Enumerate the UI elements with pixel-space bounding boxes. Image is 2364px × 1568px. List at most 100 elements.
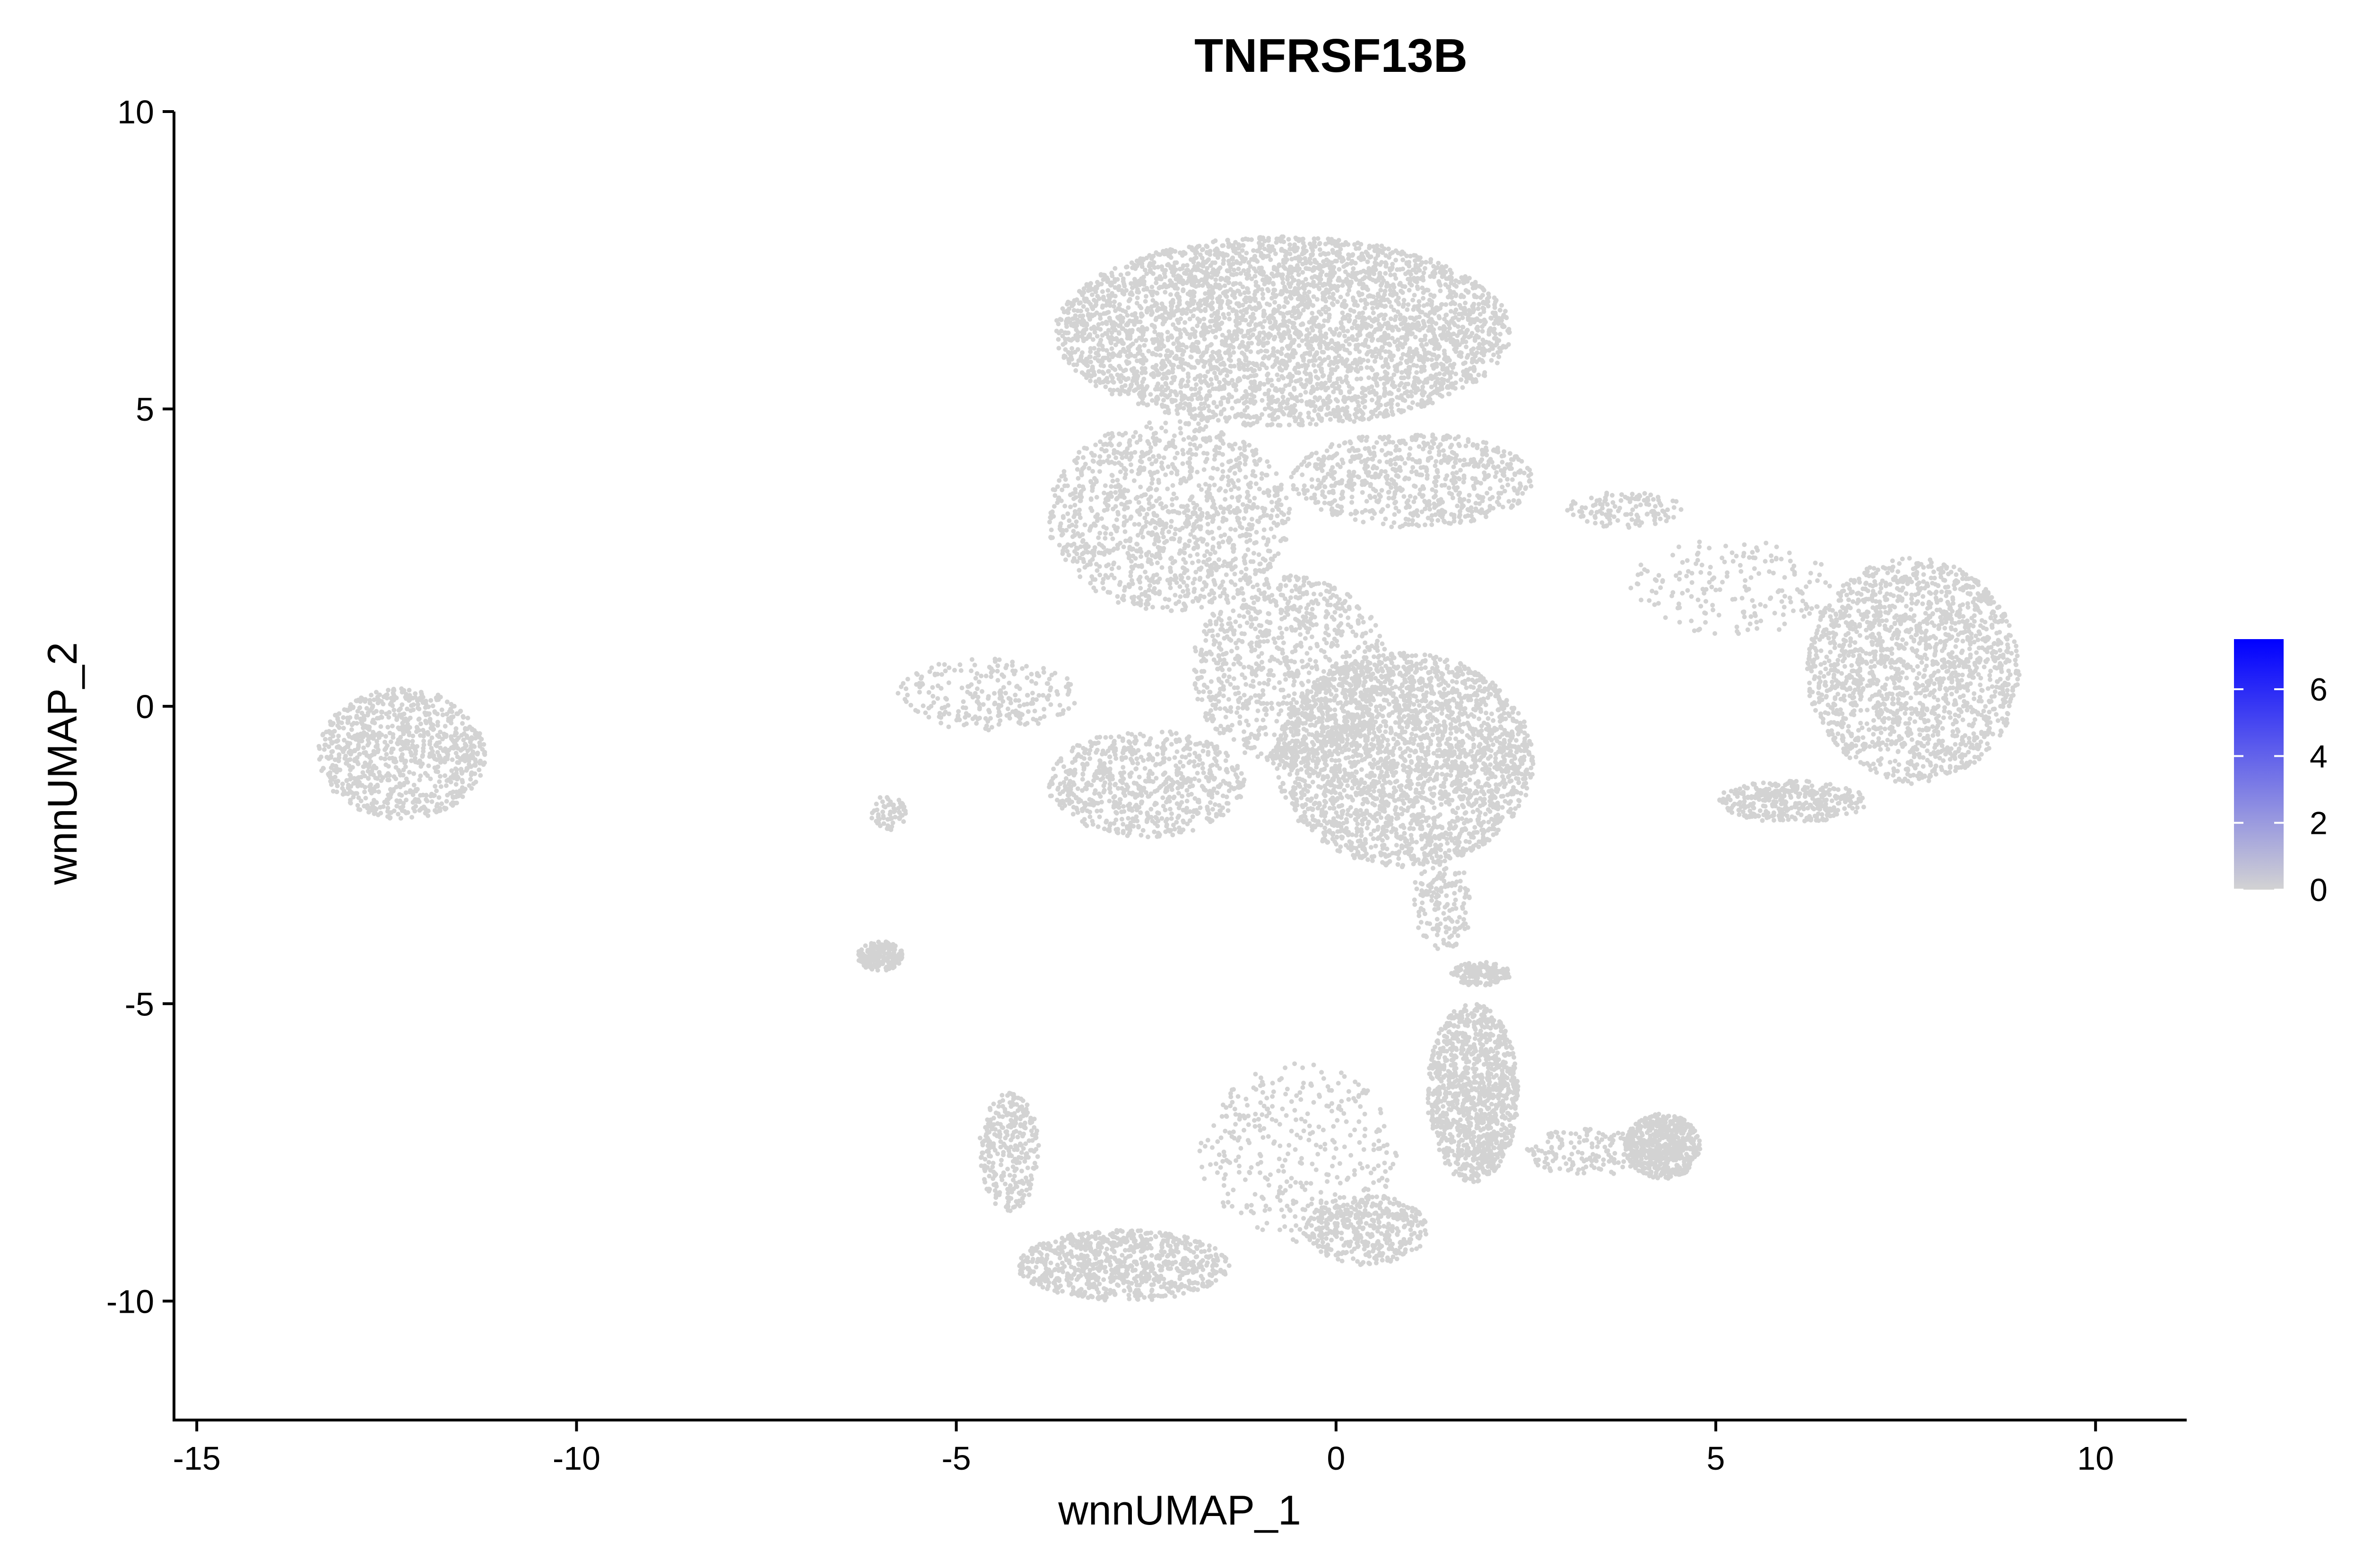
data-point [1382, 392, 1387, 398]
data-point [1218, 285, 1223, 290]
data-point [1337, 384, 1342, 389]
data-point [1189, 386, 1194, 391]
data-point [1211, 239, 1216, 244]
data-point [1245, 392, 1250, 397]
data-point [1321, 340, 1327, 345]
data-point [1213, 412, 1218, 417]
data-point [1074, 546, 1079, 550]
data-point [1160, 358, 1165, 364]
data-point [1071, 514, 1077, 520]
data-point [1147, 583, 1152, 588]
data-point [1182, 401, 1188, 406]
data-point [1148, 392, 1153, 397]
data-point [1203, 459, 1208, 464]
data-point [1425, 350, 1431, 355]
data-point [1382, 316, 1387, 321]
data-point [1138, 580, 1142, 585]
data-point [1203, 328, 1208, 333]
data-point [1061, 354, 1067, 358]
data-point [1234, 333, 1239, 338]
data-point [1450, 365, 1455, 370]
data-point [1222, 587, 1227, 592]
data-point [1265, 371, 1270, 376]
data-point [1304, 266, 1309, 271]
data-point [1191, 580, 1196, 586]
data-point [1445, 285, 1451, 290]
data-point [1158, 314, 1164, 320]
data-point [1483, 320, 1488, 325]
data-point [1252, 327, 1257, 332]
data-point [1225, 269, 1230, 274]
data-point [1149, 372, 1154, 377]
data-point [1242, 558, 1247, 563]
data-point [1231, 272, 1236, 277]
data-point [1356, 333, 1361, 338]
data-point [1206, 257, 1211, 262]
data-point [1225, 373, 1230, 378]
data-point [1246, 322, 1252, 327]
data-point [1163, 274, 1168, 279]
data-point [1194, 382, 1199, 387]
data-point [1486, 303, 1491, 309]
data-point [1164, 382, 1169, 387]
data-point [1343, 338, 1348, 344]
data-point [1195, 514, 1200, 519]
data-point [1376, 247, 1381, 252]
data-point [1296, 422, 1302, 427]
data-point [1234, 260, 1240, 265]
data-point [1312, 260, 1318, 265]
data-point [1325, 318, 1330, 323]
data-point [1266, 402, 1271, 407]
data-point [1089, 292, 1095, 297]
data-point [1347, 350, 1352, 355]
data-point [1469, 331, 1475, 336]
data-point [1292, 244, 1297, 250]
data-point [1302, 251, 1306, 256]
data-point [1177, 584, 1182, 589]
data-point [1211, 578, 1217, 583]
data-point [1447, 358, 1452, 363]
data-point [1275, 373, 1280, 377]
data-point [1159, 425, 1164, 431]
data-point [1393, 324, 1399, 329]
data-point [1126, 582, 1131, 587]
data-point [1373, 256, 1378, 261]
data-point [1201, 350, 1207, 355]
data-point [1278, 367, 1283, 372]
data-point [1181, 406, 1186, 411]
data-point [1077, 289, 1082, 294]
data-point [1186, 396, 1191, 401]
data-point [1452, 310, 1457, 315]
data-point [1363, 286, 1368, 291]
data-point [1115, 315, 1120, 320]
data-point [1125, 361, 1130, 366]
data-point [1279, 274, 1284, 279]
data-point [1306, 342, 1311, 347]
data-point [1075, 467, 1080, 472]
data-point [1366, 386, 1371, 390]
data-point [1156, 371, 1162, 376]
data-point [1103, 483, 1108, 488]
data-point [1429, 357, 1434, 362]
data-point [1143, 492, 1148, 497]
data-point [1491, 352, 1496, 357]
data-point [1116, 460, 1121, 465]
data-point [1101, 364, 1106, 369]
data-point [1261, 513, 1266, 518]
data-point [1052, 504, 1057, 509]
data-point [1125, 271, 1130, 277]
data-point [1178, 390, 1183, 395]
data-point [1141, 507, 1146, 512]
data-point [1173, 531, 1178, 537]
data-point [1059, 528, 1064, 533]
data-point [1398, 342, 1402, 347]
data-point [1161, 398, 1166, 403]
data-point [1157, 252, 1163, 257]
data-point [1438, 305, 1443, 311]
data-point [1361, 315, 1366, 321]
data-point [1236, 303, 1242, 309]
data-point [1080, 539, 1085, 544]
data-point [1451, 321, 1456, 326]
data-point [1157, 553, 1162, 558]
data-point [1122, 284, 1127, 289]
